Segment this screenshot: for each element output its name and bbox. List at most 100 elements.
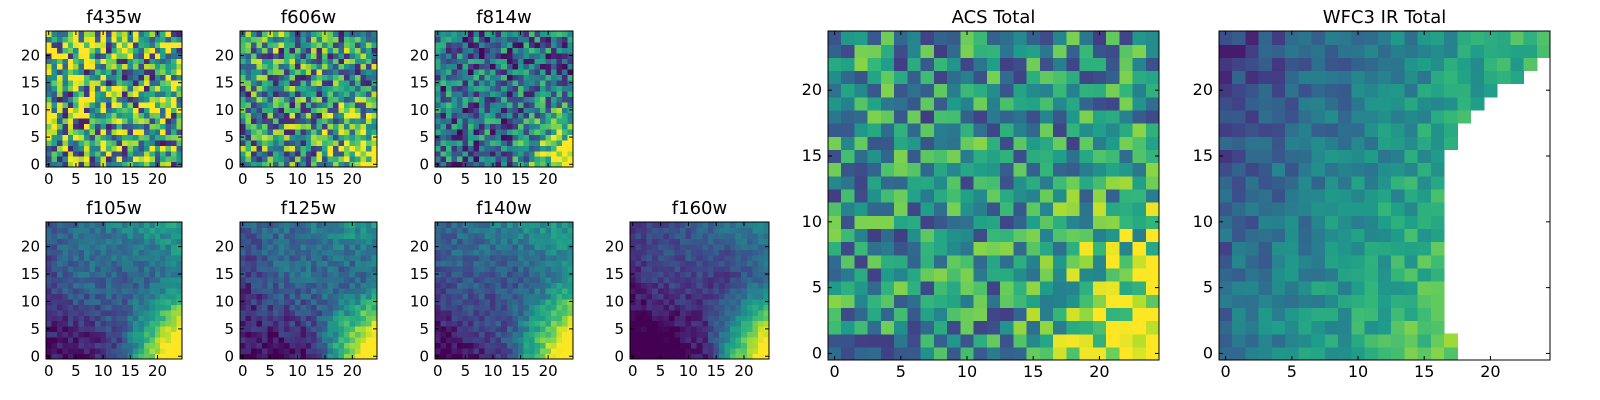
- f606w-cell: [349, 36, 356, 43]
- acs-total-cell: [986, 254, 1001, 269]
- f125w-cell: [311, 238, 318, 245]
- f435w-cell: [165, 31, 172, 38]
- f814w-cell: [468, 90, 475, 97]
- f606w-cell: [294, 41, 301, 48]
- acs-total-cell: [1026, 320, 1041, 335]
- f105w-cell: [133, 287, 140, 294]
- f105w-cell: [160, 260, 167, 267]
- f125w-cell: [256, 293, 263, 300]
- f105w-cell: [176, 337, 183, 344]
- f125w-cell: [261, 331, 268, 338]
- f160w-cell: [641, 348, 648, 355]
- f606w-cell: [245, 47, 252, 54]
- f105w-cell: [62, 309, 69, 316]
- f606w-cell: [272, 112, 279, 119]
- f140w-cell: [534, 232, 541, 240]
- f814w-cell: [435, 128, 442, 135]
- f140w-cell: [517, 342, 524, 349]
- f160w-cell: [724, 254, 731, 261]
- f140w-cell: [512, 304, 519, 311]
- f606w-cell: [305, 58, 312, 65]
- f606w-cell: [272, 96, 279, 103]
- f160w-cell: [674, 249, 681, 256]
- f125w-cell: [289, 353, 296, 360]
- f105w-cell: [149, 337, 156, 344]
- f435w-cell: [111, 36, 118, 43]
- acs-total-cell: [854, 241, 869, 256]
- f435w-cell: [46, 41, 53, 48]
- f160w-cell: [668, 298, 676, 305]
- f435w-cell: [89, 134, 96, 141]
- acs-total-cell: [960, 333, 975, 348]
- acs-total-cell: [1053, 188, 1067, 203]
- f814w-cell: [523, 74, 530, 81]
- f125w-cell: [333, 320, 340, 327]
- f160w-cell: [641, 276, 648, 283]
- f105w-cell: [160, 304, 167, 311]
- f125w-cell: [278, 320, 285, 327]
- f125w-cell: [289, 276, 296, 283]
- f435w-cell: [105, 74, 112, 81]
- f814w-cell: [534, 161, 541, 168]
- acs-total-cell: [1039, 241, 1054, 256]
- f814w-cell: [534, 107, 541, 114]
- f814w-cell: [484, 85, 491, 92]
- f435w-cell: [105, 128, 112, 135]
- f105w-cell: [165, 337, 172, 344]
- acs-total-cell: [973, 202, 988, 216]
- f814w-cell: [473, 128, 480, 135]
- f606w-cell: [278, 69, 285, 76]
- f435w-xtick-label: 20: [148, 170, 167, 188]
- f435w-cell: [78, 41, 85, 48]
- acs-total-cell: [960, 294, 975, 308]
- f105w-cell: [100, 331, 107, 338]
- f105w-cell: [73, 337, 80, 344]
- f105w-cell: [143, 227, 150, 234]
- f606w-cell: [278, 36, 285, 43]
- f606w-cell: [360, 52, 367, 59]
- f435w-cell: [176, 118, 183, 125]
- f160w-cell: [696, 249, 703, 256]
- f606w-cell: [240, 156, 247, 163]
- f125w-cell: [267, 243, 274, 250]
- f160w-cell: [646, 353, 653, 360]
- f435w-cell: [67, 139, 74, 146]
- f435w-cell: [138, 107, 145, 114]
- f140w-cell: [550, 304, 558, 311]
- f435w-cell: [73, 63, 80, 70]
- f125w-cell: [327, 232, 334, 240]
- f814w-cell: [468, 96, 475, 103]
- f140w-cell: [539, 320, 546, 327]
- f435w-cell: [100, 74, 107, 81]
- f814w-cell: [451, 58, 458, 65]
- f160w-cell: [668, 232, 676, 240]
- f606w-ytick-label: 0: [224, 155, 234, 173]
- f435w-cell: [89, 161, 96, 168]
- acs-total-cell: [1013, 346, 1028, 361]
- f105w-cell: [62, 326, 69, 333]
- f160w-cell: [646, 342, 653, 349]
- f435w-cell: [73, 134, 80, 141]
- f606w-cell: [267, 58, 274, 65]
- acs-total-cell: [986, 281, 1001, 295]
- f435w-cell: [127, 41, 134, 48]
- f435w-cell: [143, 90, 150, 97]
- f160w-cell: [713, 249, 720, 256]
- f140w-cell: [495, 227, 502, 234]
- f105w-cell: [165, 331, 172, 338]
- f160w-cell: [680, 320, 687, 327]
- f435w-cell: [105, 150, 112, 157]
- f606w-cell: [349, 58, 356, 65]
- acs-total-cell: [1079, 307, 1094, 322]
- f435w-cell: [46, 47, 53, 54]
- f105w-cell: [89, 222, 96, 229]
- f140w-cell: [517, 320, 524, 327]
- f435w-cell: [84, 85, 91, 92]
- f125w-cell: [272, 222, 279, 229]
- f105w-cell: [122, 293, 129, 300]
- f125w-cell: [366, 254, 373, 261]
- f435w-cell: [165, 79, 172, 86]
- acs-total-cell: [1026, 202, 1041, 216]
- f435w-cell: [143, 128, 150, 135]
- f606w-cell: [256, 58, 263, 65]
